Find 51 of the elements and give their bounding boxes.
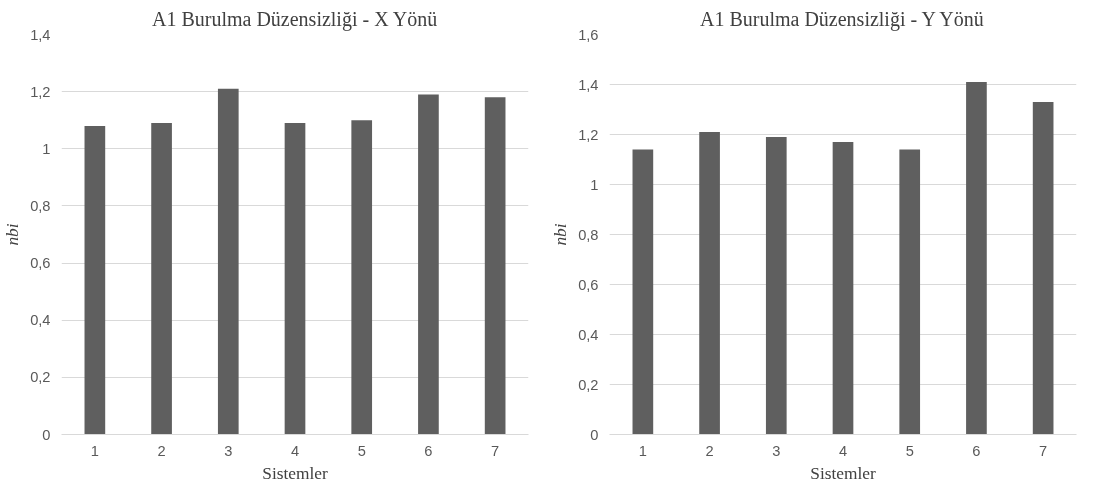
bar — [1032, 102, 1054, 435]
x-tick-label: 4 — [838, 442, 848, 459]
y-tick-label: 1 — [590, 176, 599, 193]
chart-title: A1 Burulma Düzensizliği - Y Yönü — [699, 7, 984, 31]
y-tick-label: 0,8 — [30, 197, 51, 214]
x-axis-title: Sistemler — [810, 463, 876, 483]
y-tick-label: 1 — [42, 140, 51, 157]
x-tick-label: 3 — [772, 442, 781, 459]
x-tick-label: 4 — [290, 442, 300, 459]
y-axis-title: nbi — [3, 223, 23, 246]
bar — [484, 97, 506, 435]
x-tick-label: 3 — [224, 442, 233, 459]
chart-title: A1 Burulma Düzensizliği - X Yönü — [151, 7, 438, 31]
y-tick-label: 0,6 — [578, 276, 599, 293]
bar — [284, 123, 306, 435]
x-tick-label: 2 — [705, 442, 714, 459]
x-tick-label: 7 — [1039, 442, 1048, 459]
y-tick-label: 1,2 — [30, 83, 51, 100]
bar — [699, 132, 720, 435]
bar — [351, 120, 373, 435]
x-axis-title: Sistemler — [262, 463, 328, 483]
x-tick-label: 6 — [424, 442, 433, 459]
y-tick-label: 1,6 — [578, 26, 599, 43]
bar — [832, 142, 854, 435]
y-tick-label: 0 — [42, 426, 51, 443]
x-tick-label: 1 — [638, 442, 647, 459]
x-tick-label: 5 — [905, 442, 914, 459]
bar — [418, 94, 439, 435]
y-tick-label: 1,4 — [30, 26, 51, 43]
bar — [84, 125, 106, 435]
y-tick-label: 1,4 — [578, 76, 599, 93]
bar — [966, 82, 987, 435]
y-tick-label: 0,4 — [578, 326, 599, 343]
bar — [217, 88, 239, 435]
bar — [899, 149, 921, 435]
x-tick-label: 7 — [491, 442, 500, 459]
x-tick-label: 1 — [90, 442, 99, 459]
y-tick-label: 0,4 — [30, 312, 51, 329]
bar — [151, 123, 172, 435]
bar — [632, 149, 654, 435]
y-tick-label: 0 — [590, 426, 599, 443]
y-tick-label: 0,2 — [30, 369, 51, 386]
y-tick-label: 0,2 — [578, 376, 599, 393]
y-tick-label: 0,6 — [30, 255, 51, 272]
x-tick-label: 6 — [972, 442, 981, 459]
y-tick-label: 1,2 — [578, 126, 599, 143]
bar — [765, 137, 787, 435]
y-tick-label: 0,8 — [578, 226, 599, 243]
x-tick-label: 5 — [357, 442, 366, 459]
x-tick-label: 2 — [157, 442, 166, 459]
y-axis-title: nbi — [551, 223, 571, 246]
